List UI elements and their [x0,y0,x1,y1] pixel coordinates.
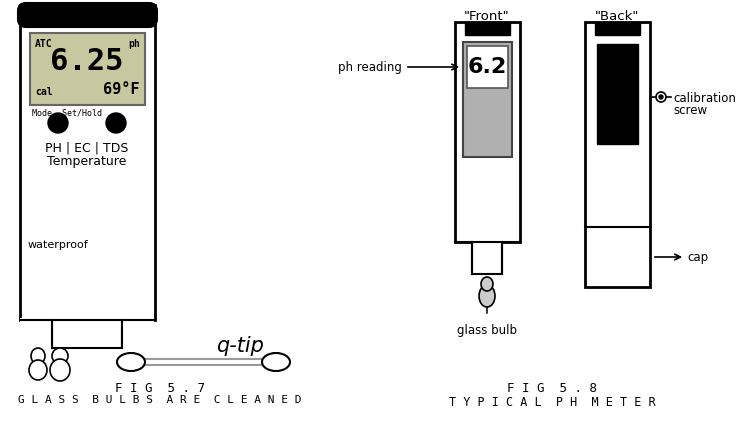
Ellipse shape [262,353,290,371]
Ellipse shape [31,348,45,364]
Bar [595,22,640,35]
Text: Mode  Set/Hold: Mode Set/Hold [32,108,102,117]
Bar [463,42,512,157]
Text: screw: screw [673,104,707,117]
Bar [597,44,638,144]
Text: 6.25: 6.25 [50,47,124,76]
Bar [472,242,502,274]
Bar [122,318,154,348]
Text: T Y P I C A L  P H  M E T E R: T Y P I C A L P H M E T E R [448,396,656,409]
Bar [52,320,122,348]
Bar [20,5,155,320]
Text: "Front": "Front" [464,10,510,23]
Ellipse shape [481,277,493,291]
Text: ph reading: ph reading [338,61,402,74]
Bar [585,22,650,287]
Bar [465,22,510,35]
Circle shape [106,113,126,133]
Circle shape [656,92,666,102]
Ellipse shape [29,360,47,380]
Text: F I G  5 . 7: F I G 5 . 7 [115,382,205,395]
Text: ATC: ATC [35,39,52,49]
Text: cal: cal [35,87,52,97]
Ellipse shape [117,353,145,371]
Text: G L A S S  B U L B S  A R E  C L E A N E D: G L A S S B U L B S A R E C L E A N E D [18,395,302,405]
Text: glass bulb: glass bulb [457,324,517,337]
Bar [467,46,508,88]
FancyBboxPatch shape [18,3,157,27]
Bar [455,22,520,242]
Text: PH | EC | TDS: PH | EC | TDS [45,141,129,154]
Text: F I G  5 . 8: F I G 5 . 8 [507,382,597,395]
Text: calibration: calibration [673,92,736,105]
Ellipse shape [52,348,68,364]
Text: ph: ph [128,39,140,49]
Text: 6.2: 6.2 [467,57,507,77]
Text: waterproof: waterproof [28,240,88,250]
Text: cap: cap [687,250,708,264]
Ellipse shape [479,285,495,307]
Text: "Back": "Back" [595,10,639,23]
Text: 69°F: 69°F [104,82,140,97]
Text: q-tip: q-tip [216,336,264,356]
Ellipse shape [50,359,70,381]
Bar [30,33,145,105]
Circle shape [659,95,663,99]
Circle shape [48,113,68,133]
Bar [20,318,52,348]
Text: Temperature: Temperature [47,155,127,168]
